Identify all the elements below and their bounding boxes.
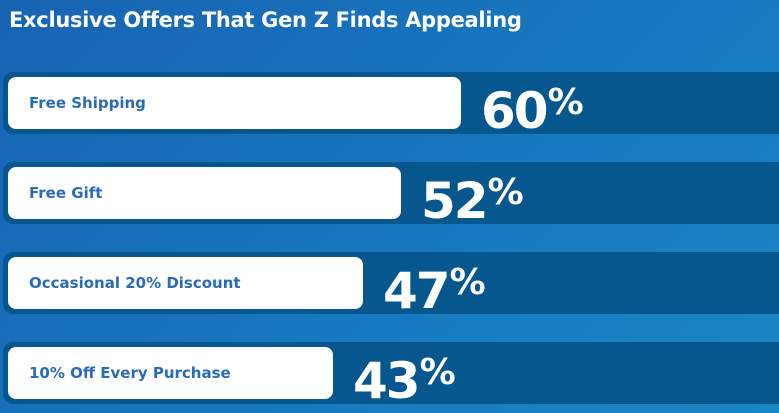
bar-value-unit: % xyxy=(419,352,456,393)
bar-value-label: 60% xyxy=(481,72,584,140)
bar-label: Free Shipping xyxy=(29,94,146,112)
bar-row: 10% Off Every Purchase 43% xyxy=(0,342,779,410)
bar-label: 10% Off Every Purchase xyxy=(29,364,231,382)
bar xyxy=(8,257,363,309)
bar-value-label: 43% xyxy=(353,342,456,410)
bar-value-number: 47 xyxy=(383,262,451,320)
bar xyxy=(8,347,333,399)
bar-value-number: 60 xyxy=(481,82,549,140)
bar-value-label: 47% xyxy=(383,252,486,320)
bar-row: Free Gift 52% xyxy=(0,162,779,230)
bar xyxy=(8,167,401,219)
bar-value-unit: % xyxy=(449,262,486,303)
bar-row: Free Shipping 60% xyxy=(0,72,779,140)
bar-label: Occasional 20% Discount xyxy=(29,274,241,292)
bar-value-number: 52 xyxy=(421,172,489,230)
bar xyxy=(8,77,461,129)
bar-value-unit: % xyxy=(487,172,524,213)
bar-value-unit: % xyxy=(547,82,584,123)
chart-title: Exclusive Offers That Gen Z Finds Appeal… xyxy=(9,8,522,32)
bar-value-number: 43 xyxy=(353,352,421,410)
bar-row: Occasional 20% Discount 47% xyxy=(0,252,779,320)
bar-label: Free Gift xyxy=(29,184,103,202)
bar-value-label: 52% xyxy=(421,162,524,230)
